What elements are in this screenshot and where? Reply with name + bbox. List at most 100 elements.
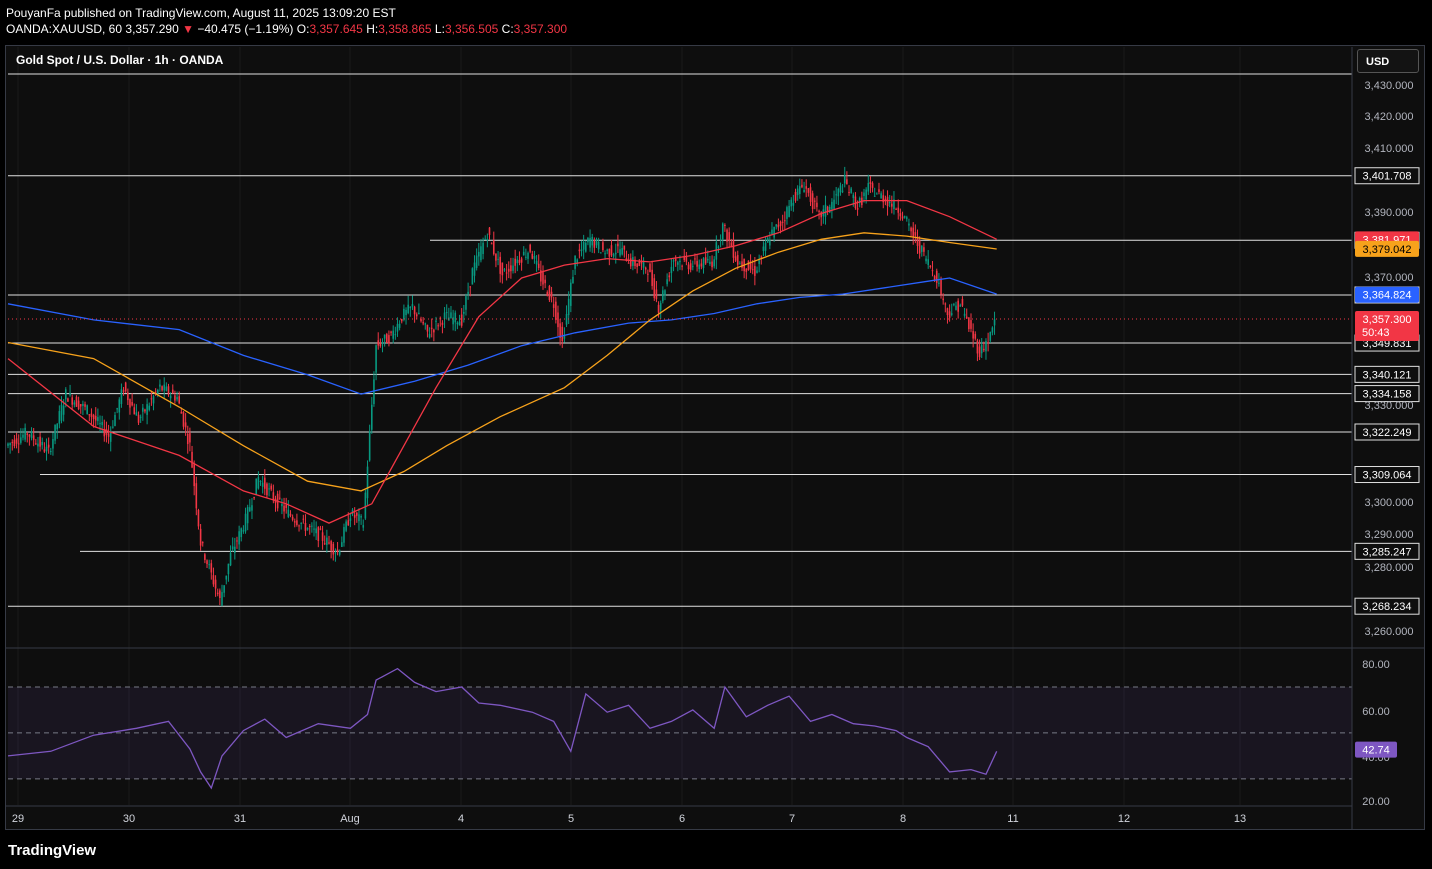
candle-body	[216, 592, 219, 595]
candle-body	[411, 304, 414, 307]
candle-body	[24, 427, 26, 440]
candle-body	[28, 434, 31, 437]
countdown-label: 50:43	[1362, 327, 1390, 339]
candle-body	[37, 443, 39, 447]
currency-button[interactable]: USD	[1357, 49, 1419, 73]
level-label-box	[1354, 597, 1420, 615]
price-tick: 3,370.000	[1365, 272, 1414, 284]
candle-body	[347, 520, 350, 526]
candle-body	[689, 263, 692, 270]
last-price: 3,357.290	[125, 22, 179, 36]
candle-body	[683, 256, 686, 261]
candle-body	[424, 323, 427, 325]
candle-body	[50, 451, 52, 453]
candle-body	[580, 249, 583, 252]
candle-body	[813, 200, 816, 202]
candle-body	[426, 324, 429, 332]
candle-body	[460, 314, 463, 326]
time-tick: 4	[458, 813, 464, 825]
candle-body	[700, 263, 703, 267]
candle-body	[807, 188, 810, 193]
candle-body	[799, 186, 801, 195]
candle-body	[204, 554, 206, 560]
candle-body	[882, 195, 885, 203]
candle-body	[186, 433, 189, 445]
candle-body	[64, 389, 67, 400]
candle-body	[948, 311, 951, 318]
candle-body	[501, 262, 504, 276]
candle-body	[373, 379, 375, 404]
candle-body	[293, 521, 296, 523]
candle-body	[26, 433, 29, 435]
candle-body	[694, 258, 696, 260]
candle-body	[385, 334, 388, 343]
level-label: 3,340.121	[1363, 369, 1412, 381]
candle-body	[84, 404, 86, 407]
rsi-line	[7, 667, 998, 790]
candle-body	[595, 239, 598, 246]
candle-body	[629, 258, 632, 267]
candle-body	[208, 564, 210, 566]
candle-body	[756, 270, 758, 273]
open-label: O:	[296, 22, 310, 36]
candle-body	[39, 436, 41, 447]
candle-body	[197, 510, 200, 527]
candle-body	[90, 413, 93, 417]
candle-body	[614, 252, 617, 255]
candle-body	[805, 186, 808, 189]
candle-body	[219, 590, 221, 599]
candle-body	[901, 216, 904, 219]
candle-body	[527, 252, 529, 259]
candle-body	[473, 262, 476, 276]
candle-body	[655, 289, 658, 300]
candle-body	[161, 386, 163, 391]
candle-body	[903, 216, 906, 218]
candle-body	[268, 488, 270, 490]
candle-body	[818, 210, 820, 212]
candle-body	[400, 319, 403, 322]
candle-body	[891, 203, 893, 207]
level-label: 3,268.234	[1363, 601, 1412, 613]
candle-body	[906, 217, 908, 219]
candle-body	[287, 509, 290, 518]
candle-body	[437, 325, 439, 327]
candle-body	[229, 552, 232, 566]
candle-body	[356, 512, 358, 516]
candle-body	[388, 335, 390, 344]
candle-body	[726, 229, 728, 242]
candle-body	[364, 492, 367, 519]
candle-body	[589, 237, 591, 248]
candle-body	[120, 389, 123, 404]
candle-body	[167, 386, 170, 395]
candle-body	[77, 400, 80, 410]
candle-body	[841, 190, 844, 192]
price-tick: 3,290.000	[1365, 529, 1414, 541]
candle-body	[56, 423, 59, 430]
candle-body	[961, 298, 964, 306]
candle-body	[152, 396, 155, 404]
candle-body	[413, 306, 416, 315]
candle-body	[664, 290, 666, 296]
candle-body	[897, 207, 900, 213]
candle-body	[441, 322, 444, 325]
candle-body	[972, 331, 974, 339]
candle-body	[482, 242, 484, 254]
candle-body	[105, 428, 108, 435]
open-value: 3,357.645	[309, 22, 363, 36]
candle-body	[9, 443, 11, 446]
candle-body	[835, 194, 837, 196]
candle-body	[249, 507, 251, 512]
candle-body	[557, 312, 559, 328]
candle-body	[349, 518, 352, 521]
candle-body	[681, 265, 683, 267]
candle-body	[358, 514, 360, 522]
candle-body	[92, 415, 95, 419]
candle-body	[578, 249, 581, 252]
candle-body	[103, 429, 106, 437]
candle-body	[662, 290, 664, 302]
candle-body	[920, 245, 923, 252]
candle-body	[445, 312, 448, 314]
candle-body	[116, 408, 118, 410]
candle-body	[871, 183, 874, 188]
